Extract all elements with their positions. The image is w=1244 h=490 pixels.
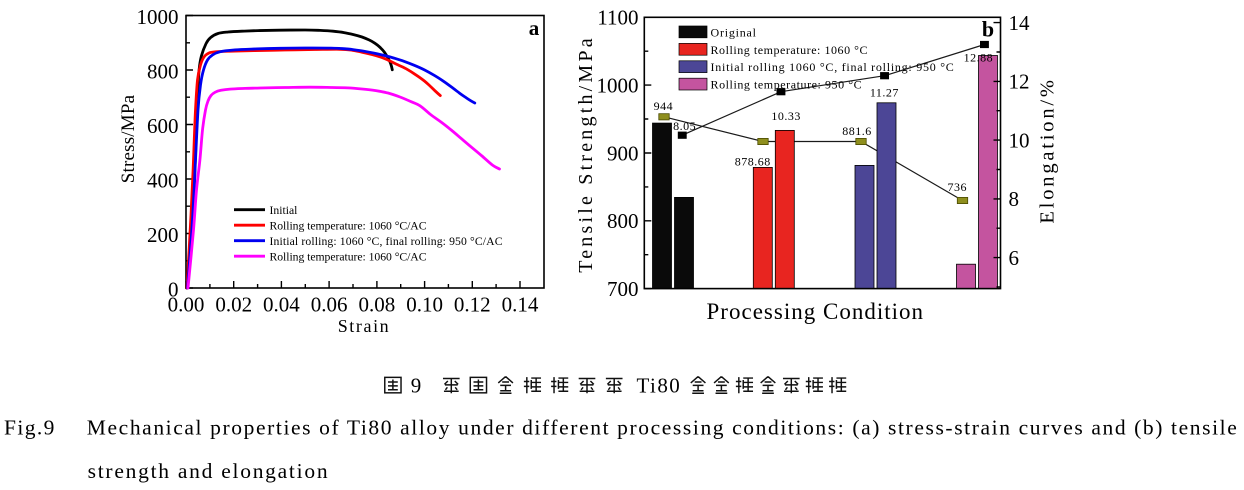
svg-text:0.08: 0.08 (359, 293, 396, 317)
svg-text:strength and elongation: strength and elongation (88, 459, 328, 483)
svg-text:Rolling temperature: 1060 °C/A: Rolling temperature: 1060 °C/AC (270, 219, 427, 232)
svg-text:Processing Condition: Processing Condition (707, 299, 924, 324)
svg-text:0.12: 0.12 (454, 293, 491, 317)
svg-text:14: 14 (1009, 11, 1031, 35)
svg-text:1100: 1100 (597, 6, 638, 30)
svg-text:Tensile Strength/MPa: Tensile Strength/MPa (575, 35, 597, 273)
svg-text:b: b (982, 16, 994, 41)
svg-text:1000: 1000 (597, 73, 639, 97)
svg-text:Ti80: Ti80 (637, 374, 680, 398)
svg-text:9: 9 (411, 374, 422, 398)
svg-text:Initial rolling 1060 °C, fina: Initial rolling 1060 °C, final rolling: … (711, 60, 954, 74)
svg-text:a: a (529, 16, 540, 40)
svg-text:881.6: 881.6 (842, 124, 872, 138)
svg-text:800: 800 (147, 60, 179, 84)
svg-text:878.68: 878.68 (735, 155, 771, 169)
svg-text:12: 12 (1009, 70, 1030, 94)
svg-text:6: 6 (1009, 246, 1020, 270)
svg-text:0.06: 0.06 (311, 293, 348, 317)
svg-text:10: 10 (1009, 128, 1030, 152)
svg-text:1000: 1000 (137, 5, 179, 29)
svg-text:800: 800 (607, 209, 639, 233)
svg-text:Fig.9: Fig.9 (4, 416, 56, 440)
svg-text:900: 900 (607, 141, 639, 165)
svg-text:Rolling temperature: 1060 °C/A: Rolling temperature: 1060 °C/AC (270, 250, 427, 263)
svg-text:Rolling temperature: 1060 °C: Rolling temperature: 1060 °C (711, 43, 868, 57)
svg-text:0: 0 (168, 278, 179, 302)
svg-text:Initial rolling: 1060 °C, fina: Initial rolling: 1060 °C, final rolling:… (270, 235, 503, 248)
svg-text:Rolling temperature: 950 °C: Rolling temperature: 950 °C (711, 78, 862, 92)
svg-text:600: 600 (147, 114, 179, 138)
svg-text:8: 8 (1009, 187, 1020, 211)
svg-text:400: 400 (147, 169, 179, 193)
svg-text:0.10: 0.10 (406, 293, 443, 317)
svg-text:0.00: 0.00 (168, 293, 205, 317)
svg-text:Mechanical properties of Ti80: Mechanical properties of Ti80 alloy unde… (87, 416, 1237, 440)
svg-text:12.88: 12.88 (964, 51, 994, 65)
svg-text:700: 700 (607, 277, 639, 301)
svg-text:944: 944 (654, 99, 674, 113)
svg-text:0.02: 0.02 (215, 293, 252, 317)
svg-text:8.05: 8.05 (673, 119, 696, 133)
svg-text:10.33: 10.33 (771, 109, 801, 123)
svg-text:Stress/MPa: Stress/MPa (118, 94, 139, 183)
svg-text:0.04: 0.04 (263, 293, 300, 317)
svg-text:736: 736 (947, 180, 967, 194)
svg-text:200: 200 (147, 223, 179, 247)
svg-text:Strain: Strain (338, 316, 391, 336)
svg-text:0.14: 0.14 (502, 293, 539, 317)
svg-text:Initial: Initial (270, 204, 299, 217)
svg-text:11.27: 11.27 (870, 86, 899, 100)
svg-text:Elongation/%: Elongation/% (1037, 77, 1059, 223)
svg-text:Original: Original (711, 25, 757, 39)
